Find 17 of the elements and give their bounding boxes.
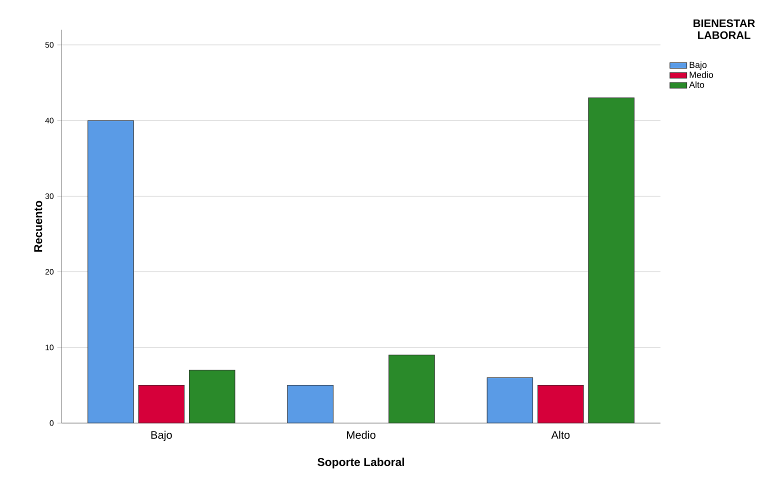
bar [138,385,185,424]
bar [588,98,634,424]
bar [287,385,334,424]
legend-label: Alto [689,82,704,88]
bar [88,120,134,424]
y-axis-title: Recuento [34,201,42,252]
x-tick-label: Alto [551,430,570,439]
x-tick-label: Medio [347,430,376,439]
bar [388,354,435,424]
bar [537,385,584,424]
legend-label: Medio [690,72,714,78]
legend-title: BIENESTAR LABORAL [694,20,755,40]
bar [486,378,534,424]
bar [188,370,236,424]
x-tick-label: Bajo [151,430,172,442]
legend-label: Bajo [690,62,707,70]
x-axis-title: Soporte Laboral [318,458,404,469]
